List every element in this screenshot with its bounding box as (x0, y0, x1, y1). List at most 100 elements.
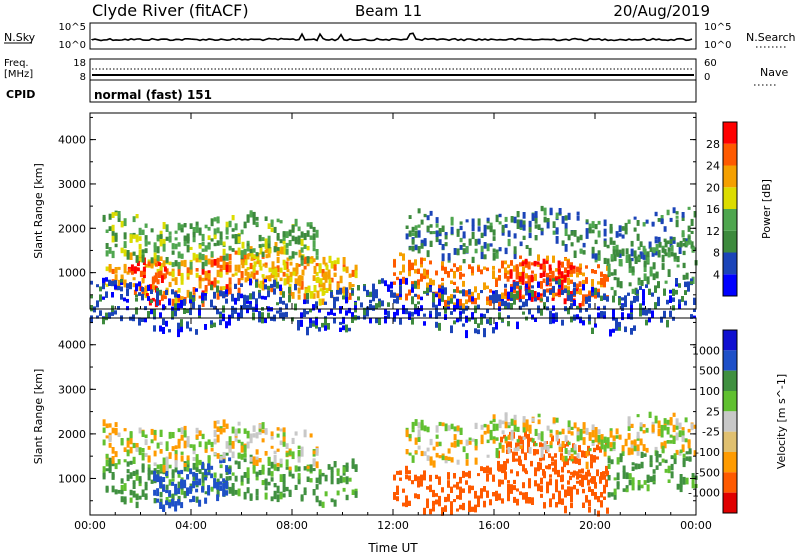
power-colorbar-segment (723, 143, 737, 166)
vel-cell (153, 468, 157, 474)
vel-cell (288, 466, 292, 471)
vel-cell (129, 437, 133, 445)
vel-cell (177, 438, 181, 444)
power-cell (264, 296, 267, 300)
vel-cell (135, 473, 139, 481)
power-cell (384, 280, 387, 287)
vel-cell (528, 478, 531, 485)
power-cell (555, 280, 558, 285)
power-cell (298, 279, 302, 287)
power-cell (492, 296, 495, 304)
power-cell (660, 317, 663, 323)
power-cell (168, 329, 171, 333)
power-cell (540, 312, 543, 316)
vel-cell (560, 477, 563, 483)
power-cell (183, 223, 187, 228)
vel-cell (585, 427, 589, 435)
power-cell (132, 234, 136, 239)
power-cell (262, 263, 266, 267)
vel-cell (495, 437, 499, 441)
vel-cell (426, 486, 429, 490)
vel-cell (540, 477, 543, 485)
power-cell (501, 260, 504, 269)
power-cell (516, 219, 520, 226)
vel-cell (597, 429, 601, 435)
vel-cell (613, 488, 617, 495)
power-cell (105, 229, 109, 233)
vel-cell (516, 488, 519, 492)
power-cell (408, 215, 412, 219)
vel-cell (581, 479, 584, 488)
power-cell (438, 231, 442, 237)
vel-cell (456, 481, 459, 490)
vel-cell (588, 448, 592, 452)
vel-cell (297, 450, 301, 458)
power-cell (157, 299, 161, 306)
power-cell (204, 293, 207, 299)
vel-cell (602, 471, 605, 475)
power-cell (162, 260, 166, 268)
power-cell (534, 317, 537, 322)
vel-cell (667, 465, 671, 474)
power-cell (270, 287, 274, 293)
power-cell (177, 242, 181, 247)
vel-cell (516, 439, 520, 443)
power-cell (282, 232, 286, 236)
vel-cell (111, 427, 115, 434)
power-cell (673, 257, 677, 262)
power-cell (267, 290, 270, 298)
power-cell (579, 318, 582, 324)
power-cell (450, 268, 453, 272)
vel-cell (225, 481, 229, 489)
vel-cell (246, 473, 250, 478)
power-cell (135, 307, 138, 315)
vel-cell (512, 457, 515, 462)
power-cell (450, 226, 454, 235)
power-cell (120, 294, 123, 300)
vel-cell (549, 441, 553, 446)
vel-cell (180, 427, 184, 434)
vel-cell (582, 430, 586, 434)
power-cell (582, 320, 585, 326)
vel-cell (132, 442, 136, 449)
power-cell (225, 221, 229, 228)
power-cell (408, 269, 411, 277)
vel-cell (192, 462, 196, 470)
power-cell (441, 244, 445, 250)
power-cell (210, 299, 213, 308)
power-cell (111, 212, 115, 218)
power-cell (147, 261, 151, 267)
power-cell (516, 281, 519, 286)
power-cell (504, 260, 507, 265)
freq-label-line1: Freq. (4, 58, 29, 69)
vel-cell (675, 418, 679, 426)
vel-cell (513, 423, 517, 432)
vel-cell (408, 475, 411, 481)
power-cell (597, 220, 601, 225)
power-cell (655, 272, 659, 279)
vel-cell (594, 482, 597, 489)
vel-cell (687, 440, 691, 449)
vel-cell (597, 496, 600, 503)
power-cell (664, 240, 668, 248)
power-cell (483, 313, 486, 318)
vel-cell (691, 473, 695, 478)
vel-cell (240, 445, 244, 453)
power-cell (138, 236, 142, 241)
power-cell (312, 321, 315, 327)
vel-cell (480, 492, 483, 499)
power-cell (213, 305, 216, 310)
vel-cell (330, 498, 334, 503)
vel-cell (672, 412, 676, 417)
power-cell (477, 238, 481, 243)
power-cell (522, 224, 526, 231)
power-cell (213, 322, 216, 328)
power-cell (557, 288, 561, 295)
vel-cell (510, 429, 514, 435)
power-cell (627, 292, 630, 296)
vel-cell (573, 447, 577, 455)
power-cell (297, 294, 301, 300)
power-cell (276, 272, 280, 278)
power-cell (669, 295, 672, 303)
power-cell (328, 284, 332, 291)
